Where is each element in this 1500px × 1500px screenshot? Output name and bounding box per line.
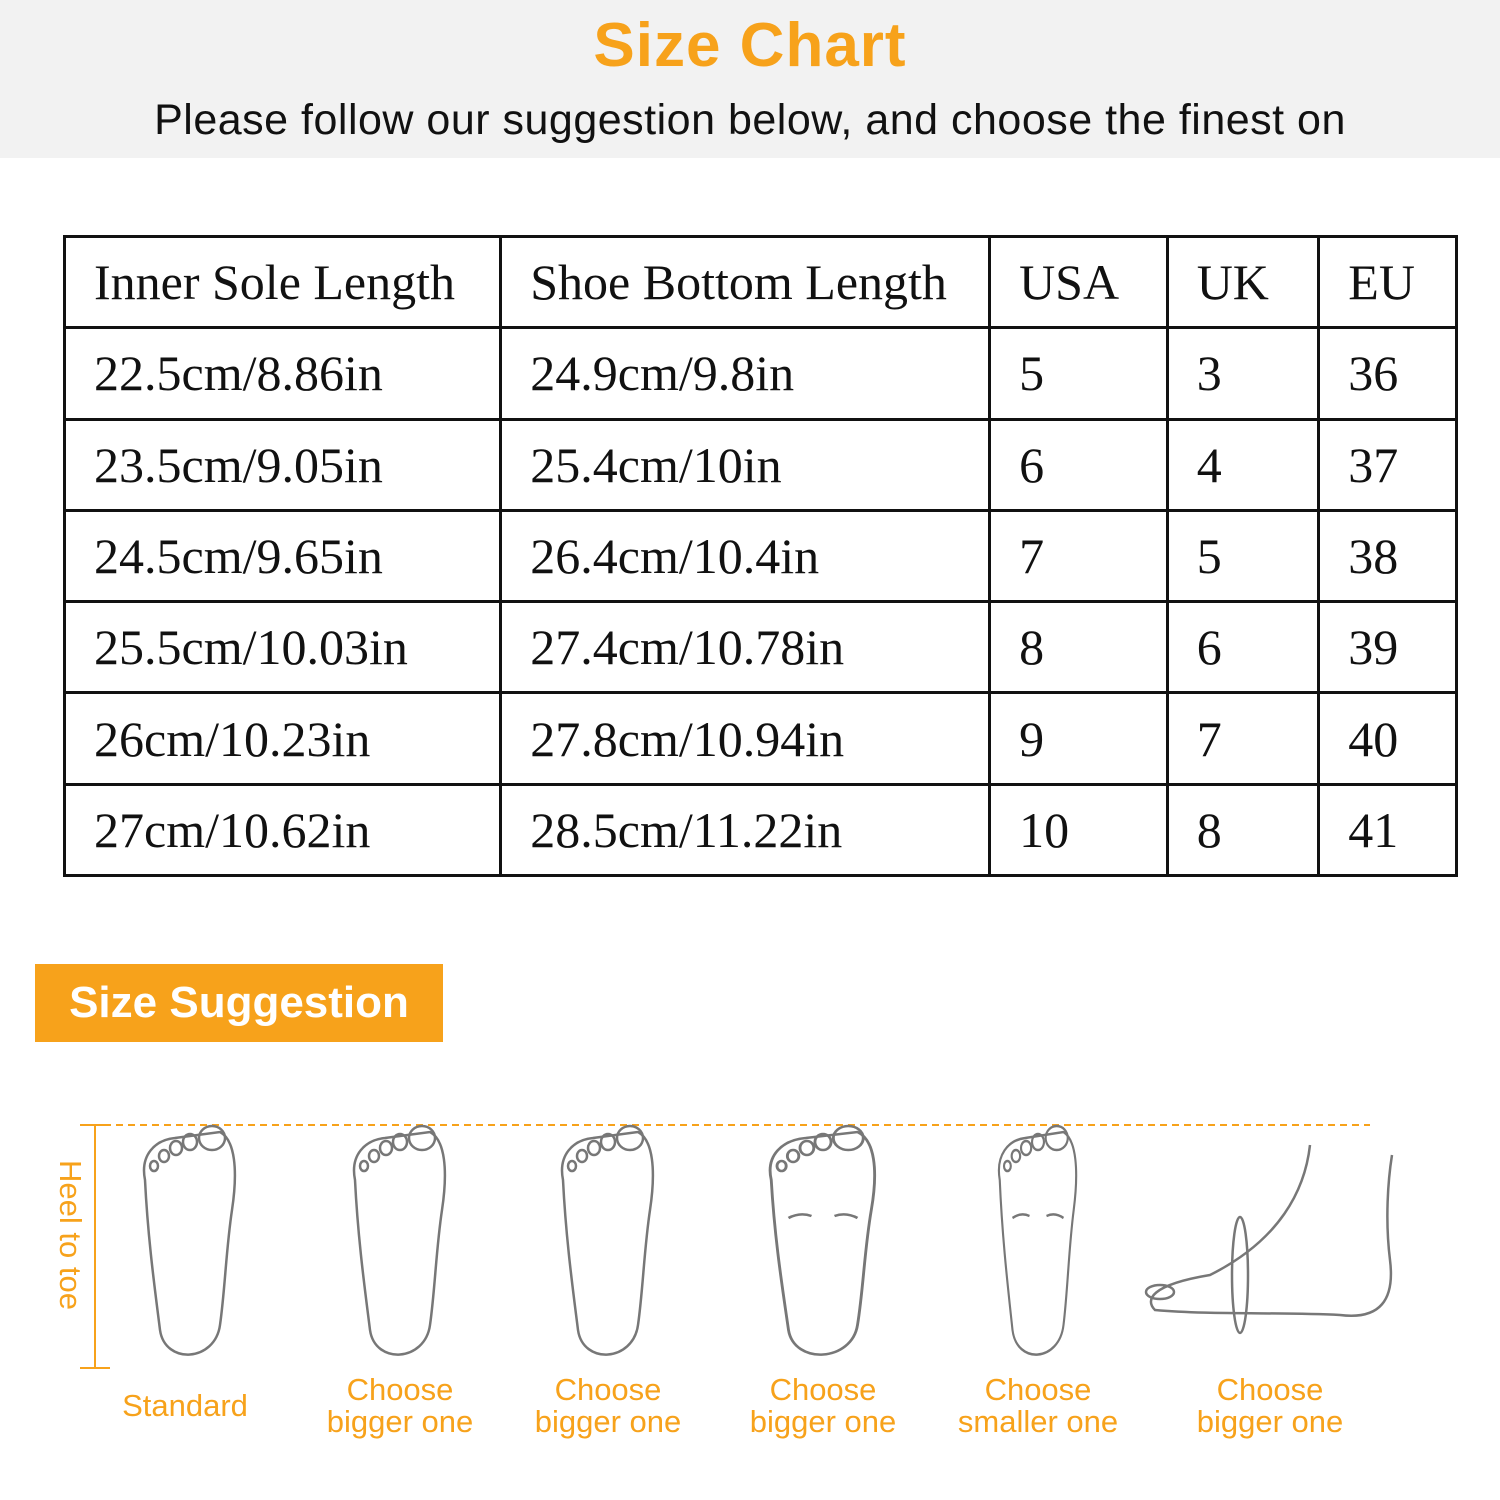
table-cell: 38: [1317, 508, 1458, 604]
table-cell: 25.4cm/10in: [499, 417, 992, 512]
foot-high-instep-icon: [1144, 1144, 1394, 1335]
table-cell: 6: [1165, 600, 1321, 695]
foot-standard-icon: [142, 1124, 237, 1356]
table-header-row: Inner Sole Length Shoe Bottom Length USA…: [62, 234, 1458, 330]
table-cell: 3: [1165, 326, 1321, 421]
foot-label-line2: bigger one: [749, 1404, 897, 1439]
column-header: USA: [988, 234, 1169, 330]
table-cell: 4: [1165, 417, 1321, 512]
foot-label-line2: smaller one: [957, 1404, 1119, 1439]
foot-label-line2: bigger one: [534, 1404, 682, 1439]
foot-label-line1: Choose: [769, 1372, 877, 1407]
table-cell: 8: [1165, 782, 1321, 878]
table-cell: 39: [1317, 600, 1458, 695]
table-row: 23.5cm/9.05in 25.4cm/10in 6 4 37: [62, 417, 1458, 512]
foot-label: Standard: [70, 1390, 300, 1422]
table-cell: 22.5cm/8.86in: [62, 326, 503, 421]
foot-label: Choose bigger one: [285, 1374, 515, 1438]
foot-label-line1: Choose: [554, 1372, 662, 1407]
table-cell: 37: [1317, 417, 1458, 512]
foot-narrow-icon: [997, 1124, 1078, 1356]
foot-label: Choose bigger one: [1155, 1374, 1385, 1438]
foot-label: Choose bigger one: [493, 1374, 723, 1438]
table-cell: 9: [988, 691, 1169, 786]
size-table: Inner Sole Length Shoe Bottom Length USA…: [62, 234, 1458, 878]
foot-label: Choose bigger one: [708, 1374, 938, 1438]
table-cell: 7: [1165, 691, 1321, 786]
table-row: 22.5cm/8.86in 24.9cm/9.8in 5 3 36: [62, 326, 1458, 421]
table-row: 25.5cm/10.03in 27.4cm/10.78in 8 6 39: [62, 600, 1458, 695]
foot-long-toe-icon: [352, 1124, 447, 1356]
foot-label-line1: Choose: [1216, 1372, 1324, 1407]
size-suggestion-heading: Size Suggestion: [35, 964, 443, 1042]
foot-label-line1: Standard: [122, 1388, 248, 1423]
table-cell: 27.4cm/10.78in: [499, 600, 992, 695]
page-title: Size Chart: [593, 11, 907, 80]
feet-illustration: [80, 1124, 1394, 1369]
column-header: Inner Sole Length: [62, 234, 503, 330]
table-row: 27cm/10.62in 28.5cm/11.22in 10 8 41: [62, 782, 1458, 878]
table-cell: 5: [1165, 508, 1321, 604]
table-cell: 27.8cm/10.94in: [499, 691, 992, 786]
table-row: 26cm/10.23in 27.8cm/10.94in 9 7 40: [62, 691, 1458, 786]
table-cell: 8: [988, 600, 1169, 695]
table-cell: 6: [988, 417, 1169, 512]
table-cell: 23.5cm/9.05in: [62, 417, 503, 512]
foot-label-line1: Choose: [346, 1372, 454, 1407]
foot-long-big-toe-icon: [560, 1124, 655, 1356]
column-header: EU: [1317, 234, 1458, 330]
foot-label-line2: bigger one: [326, 1404, 474, 1439]
table-row: 24.5cm/9.65in 26.4cm/10.4in 7 5 38: [62, 508, 1458, 604]
table-cell: 26cm/10.23in: [62, 691, 503, 786]
table-cell: 28.5cm/11.22in: [499, 782, 992, 878]
foot-label: Choose smaller one: [923, 1374, 1153, 1438]
table-cell: 7: [988, 508, 1169, 604]
table-cell: 24.9cm/9.8in: [499, 326, 992, 421]
table-cell: 36: [1317, 326, 1458, 421]
header: Size Chart Please follow our suggestion …: [0, 0, 1500, 158]
foot-label-line2: bigger one: [1196, 1404, 1344, 1439]
table-cell: 40: [1317, 691, 1458, 786]
page-subtitle: Please follow our suggestion below, and …: [154, 96, 1346, 144]
table-cell: 10: [988, 782, 1169, 878]
table-cell: 5: [988, 326, 1169, 421]
table-cell: 24.5cm/9.65in: [62, 508, 503, 604]
table-cell: 25.5cm/10.03in: [62, 600, 503, 695]
table-cell: 27cm/10.62in: [62, 782, 503, 878]
column-header: UK: [1165, 234, 1321, 330]
foot-label-line1: Choose: [984, 1372, 1092, 1407]
column-header: Shoe Bottom Length: [499, 234, 992, 330]
foot-wide-icon: [768, 1124, 877, 1356]
table-cell: 26.4cm/10.4in: [499, 508, 992, 604]
table-cell: 41: [1317, 782, 1458, 878]
